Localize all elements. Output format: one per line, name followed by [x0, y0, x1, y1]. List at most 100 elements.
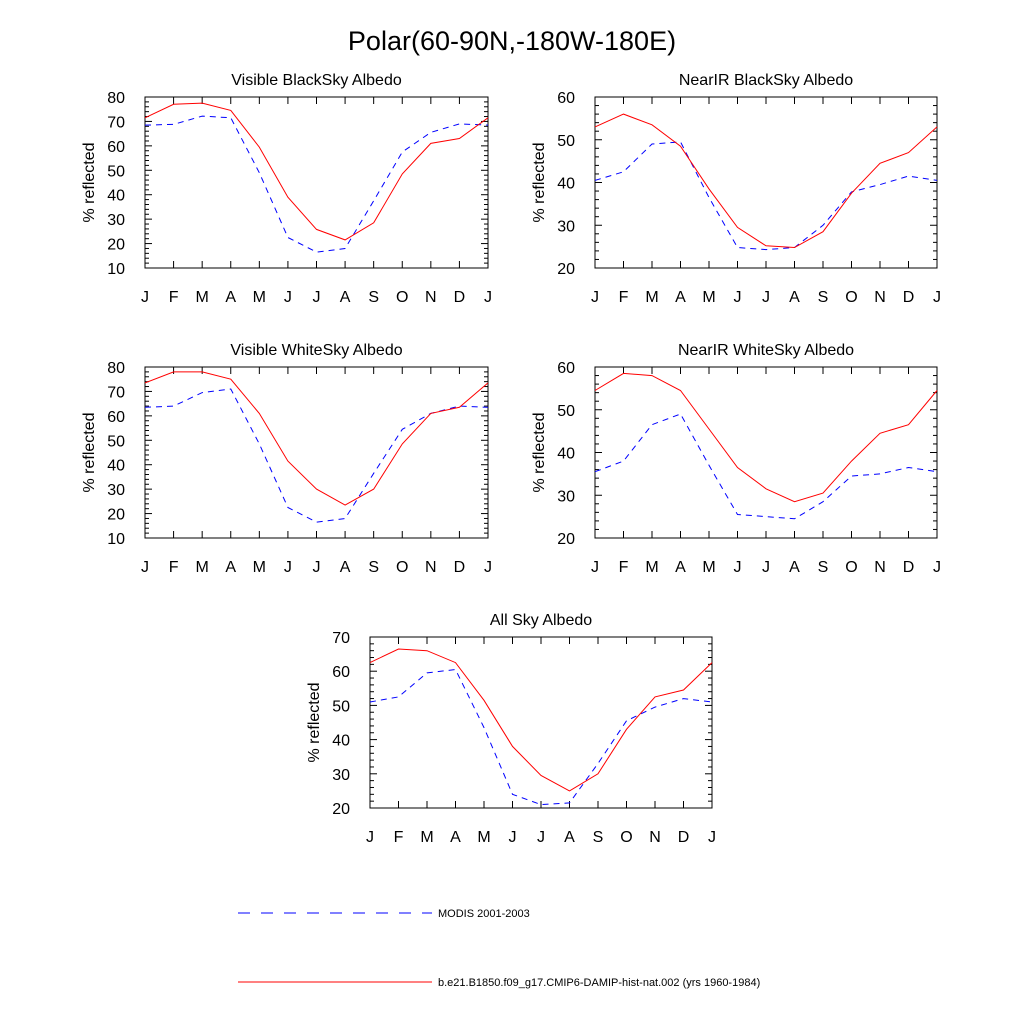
panel-title: Visible BlackSky Albedo — [231, 72, 402, 89]
x-tick-label: J — [537, 829, 545, 846]
x-tick-label: O — [845, 289, 857, 306]
y-tick-label: 30 — [332, 767, 350, 784]
x-tick-label: J — [708, 829, 716, 846]
x-tick-label: J — [313, 289, 321, 306]
x-tick-label: A — [340, 289, 351, 306]
y-tick-label: 70 — [332, 630, 350, 647]
x-tick-label: M — [196, 289, 209, 306]
series-line-modis — [144, 388, 489, 523]
panel-title: Visible WhiteSky Albedo — [230, 342, 402, 359]
x-tick-label: S — [818, 289, 829, 306]
x-tick-label: S — [368, 559, 379, 576]
series-line-modis — [594, 413, 938, 520]
y-tick-label: 50 — [332, 698, 350, 715]
y-tick-label: 10 — [107, 531, 125, 548]
x-tick-label: J — [141, 289, 149, 306]
series-line-model — [144, 102, 489, 241]
y-tick-label: 60 — [107, 139, 125, 156]
x-tick-label: O — [620, 829, 632, 846]
legend-label-modis: MODIS 2001-2003 — [438, 908, 530, 920]
y-tick-label: 50 — [107, 163, 125, 180]
x-tick-label: N — [649, 829, 661, 846]
plot-frame — [144, 366, 489, 539]
series-line-model — [594, 372, 938, 503]
y-tick-label: 40 — [557, 446, 575, 463]
series-line-modis — [369, 668, 713, 806]
plot-frame — [594, 366, 938, 539]
panel-title: NearIR WhiteSky Albedo — [678, 342, 854, 359]
series-line-modis — [144, 115, 489, 253]
y-tick-label: 40 — [107, 458, 125, 475]
x-tick-label: J — [141, 559, 149, 576]
x-tick-label: F — [394, 829, 404, 846]
x-tick-label: J — [591, 289, 599, 306]
legend-label-model: b.e21.B1850.f09_g17.CMIP6-DAMIP-hist-nat… — [438, 977, 760, 989]
y-tick-label: 30 — [107, 212, 125, 229]
y-tick-label: 40 — [107, 188, 125, 205]
y-axis-label: % reflected — [531, 142, 548, 222]
x-tick-label: N — [425, 559, 437, 576]
y-tick-label: 30 — [107, 482, 125, 499]
x-tick-label: A — [789, 289, 800, 306]
x-tick-label: M — [420, 829, 433, 846]
x-tick-label: A — [225, 559, 236, 576]
y-tick-label: 20 — [557, 531, 575, 548]
x-tick-label: M — [645, 559, 658, 576]
x-tick-label: A — [675, 559, 686, 576]
x-tick-label: J — [484, 289, 492, 306]
x-tick-label: M — [702, 289, 715, 306]
x-tick-label: O — [396, 559, 408, 576]
y-tick-label: 50 — [557, 403, 575, 420]
x-tick-label: M — [196, 559, 209, 576]
y-tick-label: 10 — [107, 261, 125, 278]
series-line-model — [144, 371, 489, 506]
plot-frame — [369, 636, 713, 809]
x-tick-label: A — [225, 289, 236, 306]
y-tick-label: 40 — [332, 733, 350, 750]
x-tick-label: J — [734, 289, 742, 306]
x-tick-label: F — [619, 559, 629, 576]
x-tick-label: N — [425, 289, 437, 306]
x-tick-label: J — [762, 289, 770, 306]
y-tick-label: 20 — [107, 507, 125, 524]
x-tick-label: J — [284, 289, 292, 306]
y-tick-label: 80 — [107, 90, 125, 107]
x-tick-label: F — [169, 559, 179, 576]
x-tick-label: M — [253, 559, 266, 576]
series-line-modis — [594, 141, 938, 251]
y-axis-label: % reflected — [531, 412, 548, 492]
x-tick-label: D — [903, 289, 915, 306]
y-tick-label: 60 — [557, 360, 575, 377]
plot-frame — [144, 96, 489, 269]
x-tick-label: A — [675, 289, 686, 306]
x-tick-label: M — [645, 289, 658, 306]
y-tick-label: 60 — [107, 409, 125, 426]
y-tick-label: 20 — [557, 261, 575, 278]
x-tick-label: J — [591, 559, 599, 576]
panel-nearir-blacksky-albedo: NearIR BlackSky Albedo % reflected 20 30 40 5… — [531, 72, 941, 306]
x-tick-label: D — [678, 829, 690, 846]
y-axis-label: % reflected — [81, 142, 98, 222]
x-tick-label: D — [903, 559, 915, 576]
x-tick-label: J — [284, 559, 292, 576]
x-tick-label: S — [593, 829, 604, 846]
x-tick-label: N — [874, 559, 886, 576]
panel-title: NearIR BlackSky Albedo — [679, 72, 853, 89]
y-tick-label: 40 — [557, 176, 575, 193]
x-tick-label: F — [619, 289, 629, 306]
x-tick-label: O — [845, 559, 857, 576]
x-tick-label: D — [454, 559, 466, 576]
x-tick-label: M — [477, 829, 490, 846]
x-tick-label: A — [564, 829, 575, 846]
y-tick-label: 60 — [332, 664, 350, 681]
y-tick-label: 80 — [107, 360, 125, 377]
y-tick-label: 30 — [557, 218, 575, 235]
y-tick-label: 30 — [557, 488, 575, 505]
y-tick-label: 20 — [332, 801, 350, 818]
x-tick-label: J — [313, 559, 321, 576]
x-tick-label: J — [366, 829, 374, 846]
legend: MODIS 2001-2003 b.e21.B1850.f09_g17.CMIP… — [238, 908, 760, 989]
y-axis-label: % reflected — [81, 412, 98, 492]
